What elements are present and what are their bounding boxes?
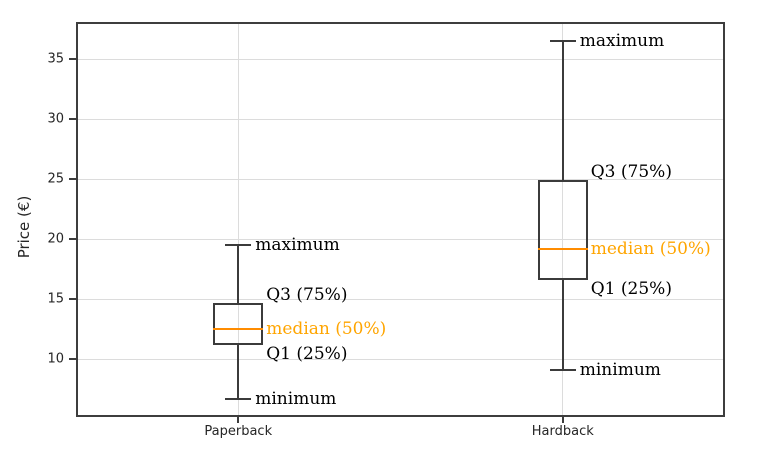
cap-minimum xyxy=(549,369,576,372)
annotation-q1: Q1 (25%) xyxy=(266,343,348,364)
y-tick-label: 30 xyxy=(47,111,64,127)
plot-border xyxy=(76,22,725,417)
y-axis-title: Price (€) xyxy=(15,195,33,259)
cap-minimum xyxy=(225,397,252,400)
h-gridline xyxy=(76,58,725,60)
h-gridline xyxy=(76,358,725,360)
cap-maximum xyxy=(225,244,252,247)
cap-maximum xyxy=(549,40,576,43)
y-tick-label: 20 xyxy=(47,231,64,247)
whisker-upper xyxy=(561,41,564,181)
iqr-box xyxy=(213,302,264,345)
annotation-median: median (50%) xyxy=(266,319,387,340)
y-tick-label: 25 xyxy=(47,171,64,187)
x-tick-label: Hardback xyxy=(531,424,594,439)
h-gridline xyxy=(76,178,725,180)
v-gridline xyxy=(562,22,564,417)
y-tick-label: 15 xyxy=(47,291,64,307)
whisker-lower xyxy=(561,280,564,371)
v-gridline xyxy=(237,22,239,417)
y-tick-mark xyxy=(69,178,76,181)
x-tick-mark xyxy=(561,417,564,423)
y-tick-mark xyxy=(69,298,76,301)
iqr-box xyxy=(537,180,588,281)
h-gridline xyxy=(76,238,725,240)
x-tick-label: Paperback xyxy=(204,424,273,439)
median-line xyxy=(537,247,588,250)
y-tick-mark xyxy=(69,58,76,61)
y-tick-mark xyxy=(69,358,76,361)
annotation-minimum: minimum xyxy=(255,388,337,409)
y-tick-label: 35 xyxy=(47,51,64,67)
whisker-lower xyxy=(237,344,240,399)
median-line xyxy=(213,328,264,331)
annotation-maximum: maximum xyxy=(255,235,340,256)
annotation-median: median (50%) xyxy=(590,238,711,259)
y-tick-mark xyxy=(69,118,76,121)
whisker-upper xyxy=(237,245,240,303)
h-gridline xyxy=(76,298,725,300)
x-tick-mark xyxy=(237,417,240,423)
annotation-maximum: maximum xyxy=(579,31,665,52)
annotation-q3: Q3 (75%) xyxy=(266,284,348,305)
annotation-q1: Q1 (25%) xyxy=(590,279,672,300)
y-tick-mark xyxy=(69,238,76,241)
annotation-minimum: minimum xyxy=(579,360,661,381)
h-gridline xyxy=(76,118,725,120)
y-tick-label: 10 xyxy=(47,351,64,367)
annotation-q3: Q3 (75%) xyxy=(590,162,672,183)
